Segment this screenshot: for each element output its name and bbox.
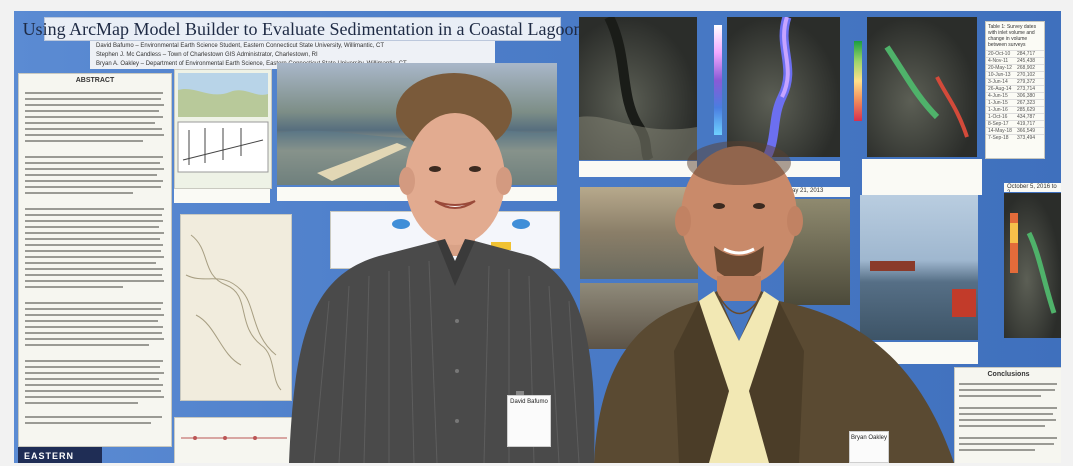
conclusions-panel: Conclusions: [954, 367, 1061, 463]
timeline-panel: [174, 417, 294, 463]
table-cell: 434,787: [1017, 114, 1036, 120]
abstract-heading: ABSTRACT: [75, 77, 115, 84]
survey-table-caption: Table 1: Survey dates with inlet volume …: [988, 24, 1037, 48]
name-badge-left: David Bafumo: [507, 395, 551, 447]
dredging-map-graphic: [1010, 213, 1057, 314]
volume-change-map-caption: [862, 159, 982, 195]
table-cell: 7-Sep-18: [988, 135, 1009, 141]
table-row: 1-Jun-16 285,629: [986, 106, 1044, 113]
table-row: 4-Nov-11 245,438: [986, 57, 1044, 64]
table-row: 4-Jun-15 306,380: [986, 92, 1044, 99]
abstract-text-lines: [19, 84, 171, 438]
table-row: 8-Sep-17 419,717: [986, 120, 1044, 127]
table-cell: 373,494: [1017, 135, 1036, 141]
volume-change-map-graphic: [884, 45, 969, 138]
timeline-graphic: [181, 436, 287, 440]
photo-date-label-1: May 21, 2013: [784, 187, 850, 197]
depth-legend-1: [714, 25, 722, 135]
table-row: 20-Oct-10 284,717: [986, 50, 1044, 57]
table-row: 14-May-18 366,549: [986, 127, 1044, 134]
table-cell: 4-Jun-15: [988, 93, 1008, 99]
table-cell: 26-Aug-14: [988, 86, 1012, 92]
table-cell: 270,102: [1017, 72, 1036, 78]
historical-chart-figure: [180, 214, 292, 401]
location-map-caption: [174, 189, 270, 203]
table-cell: 3-Jun-14: [988, 79, 1008, 85]
historical-chart-graphic: [185, 234, 282, 391]
author-line: Stephen J. Mc Candless – Town of Charles…: [96, 52, 318, 58]
table-cell: 268,902: [1017, 65, 1036, 71]
table-cell: 1-Jun-16: [988, 107, 1008, 113]
abstract-text-graphic: [25, 92, 164, 424]
bathymetry-map-2: [727, 17, 840, 157]
footer-logo-box: EASTERN: [18, 447, 102, 463]
model-builder-diagram: [392, 219, 530, 250]
bathymetry-map-1-graphic: [579, 17, 697, 160]
table-cell: 4-Nov-11: [988, 58, 1009, 64]
conclusions-text-graphic: [959, 383, 1057, 451]
abstract-panel: ABSTRACT: [18, 73, 172, 447]
location-map-figure: [174, 69, 272, 189]
table-cell: 10-Jun-13: [988, 72, 1011, 78]
table-row: 1-Oct-16 434,787: [986, 113, 1044, 120]
table-cell: 14-May-18: [988, 128, 1012, 134]
table-cell: 8-Sep-17: [988, 121, 1009, 127]
table-row: 1-Jun-15 267,323: [986, 99, 1044, 106]
person-right: [579, 141, 964, 463]
table-cell: 279,372: [1017, 79, 1036, 85]
table-cell: 306,380: [1017, 93, 1036, 99]
volume-change-map: [867, 17, 977, 157]
bathymetry-map-2-graphic: [762, 17, 793, 157]
harbor-photo-graphic: [870, 261, 976, 317]
table-cell: 20-May-12: [988, 65, 1012, 71]
table-cell: 366,549: [1017, 128, 1036, 134]
table-row: 3-Jun-14 279,372: [986, 78, 1044, 85]
table-row: 20-May-12 268,902: [986, 64, 1044, 71]
footer-logo: EASTERN: [24, 451, 75, 461]
location-map-graphic: [177, 73, 269, 173]
table-cell: 20-Oct-10: [988, 51, 1011, 57]
harbor-photo: [860, 195, 978, 340]
author-line: Bryan A. Oakley – Department of Environm…: [96, 61, 407, 67]
survey-table: Table 1: Survey dates with inlet volume …: [985, 21, 1045, 159]
table-cell: 267,323: [1017, 100, 1036, 106]
photo: Using ArcMap Model Builder to Evaluate S…: [14, 11, 1061, 463]
table-cell: 273,714: [1017, 86, 1036, 92]
table-row: 26-Aug-14 273,714: [986, 85, 1044, 92]
photo-date-label-2: October 5, 2016 to 2: [1004, 183, 1061, 192]
dredging-map: [1004, 193, 1061, 338]
bathymetry-map-1: [579, 17, 697, 160]
table-cell: 1-Oct-16: [988, 114, 1008, 120]
poster-title: Using ArcMap Model Builder to Evaluate S…: [23, 17, 582, 41]
table-row: 10-Jun-13 270,102: [986, 71, 1044, 78]
table-cell: 419,717: [1017, 121, 1036, 127]
table-cell: 1-Jun-15: [988, 100, 1008, 106]
person-right-graphic: [594, 141, 954, 463]
name-badge-right: Bryan Oakley: [849, 431, 889, 463]
table-cell: 245,438: [1017, 58, 1036, 64]
conclusions-heading: Conclusions: [987, 371, 1030, 378]
table-row: 7-Sep-18 373,494: [986, 134, 1044, 141]
table-cell: 284,717: [1017, 51, 1036, 57]
bathymetry-map-1-caption: [579, 161, 697, 177]
table-cell: 285,629: [1017, 107, 1036, 113]
author-line: David Bafumo – Environmental Earth Scien…: [96, 43, 385, 49]
depth-legend-2: [854, 41, 862, 121]
poster-authors: David Bafumo – Environmental Earth Scien…: [90, 41, 495, 69]
